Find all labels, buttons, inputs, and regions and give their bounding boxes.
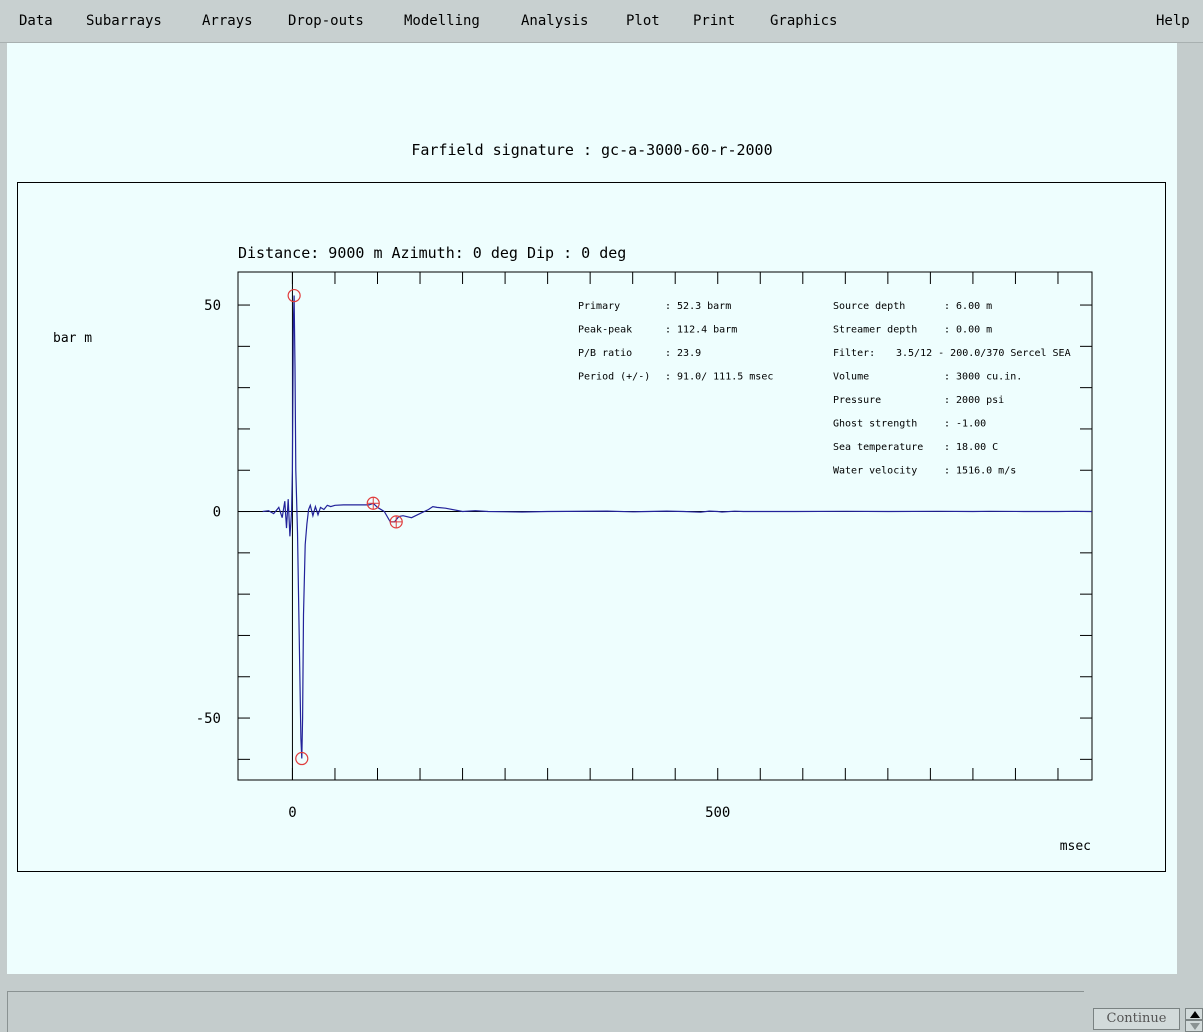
chart-subtitle: Distance: 9000 m Azimuth: 0 deg Dip : 0 … <box>238 244 626 262</box>
stat-label: Peak-peak <box>578 325 632 336</box>
stat-value: : 91.0/ 111.5 msec <box>665 372 773 383</box>
y-axis-label: bar m <box>53 331 92 346</box>
menu-subarrays[interactable]: Subarrays <box>86 13 162 29</box>
stat-value: : 23.9 <box>665 348 701 359</box>
continue-button[interactable]: Continue <box>1093 1008 1180 1030</box>
stat-value: : 18.00 C <box>944 442 998 453</box>
graphics-canvas: Farfield signature : gc-a-3000-60-r-2000… <box>7 43 1177 974</box>
stat-value: : 6.00 m <box>944 301 992 312</box>
stat-value: : 2000 psi <box>944 395 1004 406</box>
y-tick-label: 50 <box>204 298 221 314</box>
plot-frame: 0 500 50 0 -50 msec bar m Distance: 9000 m Azim… <box>17 182 1166 872</box>
menu-help[interactable]: Help <box>1156 13 1190 29</box>
stat-label: Source depth <box>833 301 905 312</box>
menu-data[interactable]: Data <box>19 13 53 29</box>
message-panel <box>7 991 1084 1032</box>
x-tick-label: 0 <box>288 805 296 821</box>
menu-drop-outs[interactable]: Drop-outs <box>288 13 364 29</box>
x-axis-label: msec <box>1060 839 1091 854</box>
stat-value: : 1516.0 m/s <box>944 466 1016 477</box>
stat-value: 3.5/12 - 200.0/370 Sercel SEA <box>896 348 1071 359</box>
peak-marker <box>287 288 301 303</box>
menu-analysis[interactable]: Analysis <box>521 13 589 29</box>
scroll-up-arrow-icon[interactable] <box>1185 1008 1203 1020</box>
stat-label: P/B ratio <box>578 348 632 359</box>
plot-area-border <box>237 271 1093 781</box>
stat-value: : 112.4 barm <box>665 325 737 336</box>
stat-label: Streamer depth <box>833 325 917 336</box>
y-tick-label: -50 <box>196 711 221 727</box>
stat-value: : -1.00 <box>944 419 986 430</box>
menu-plot[interactable]: Plot <box>626 13 660 29</box>
stat-label: Primary <box>578 301 620 312</box>
plot-title: Farfield signature : gc-a-3000-60-r-2000 <box>411 141 773 159</box>
stat-value: : 3000 cu.in. <box>944 372 1022 383</box>
stat-value: : 52.3 barm <box>665 301 731 312</box>
stat-value: : 0.00 m <box>944 325 992 336</box>
menu-modelling[interactable]: Modelling <box>404 13 480 29</box>
stat-label: Volume <box>833 372 869 383</box>
menu-arrays[interactable]: Arrays <box>202 13 253 29</box>
scroll-down-arrow-icon[interactable] <box>1185 1020 1203 1032</box>
menu-bar: Data Subarrays Arrays Drop-outs Modellin… <box>0 0 1203 43</box>
stat-label: Sea temperature <box>833 442 923 453</box>
stat-label: Filter: <box>833 348 875 359</box>
x-tick-label: 500 <box>705 805 730 821</box>
peak-marker <box>295 751 309 766</box>
stat-label: Period (+/-) <box>578 372 650 383</box>
menu-graphics[interactable]: Graphics <box>770 13 838 29</box>
stat-label: Water velocity <box>833 466 917 477</box>
stat-label: Ghost strength <box>833 419 917 430</box>
signature-series-line <box>262 295 1093 759</box>
menu-print[interactable]: Print <box>693 13 736 29</box>
stat-label: Pressure <box>833 395 881 406</box>
y-tick-label: 0 <box>213 505 221 521</box>
